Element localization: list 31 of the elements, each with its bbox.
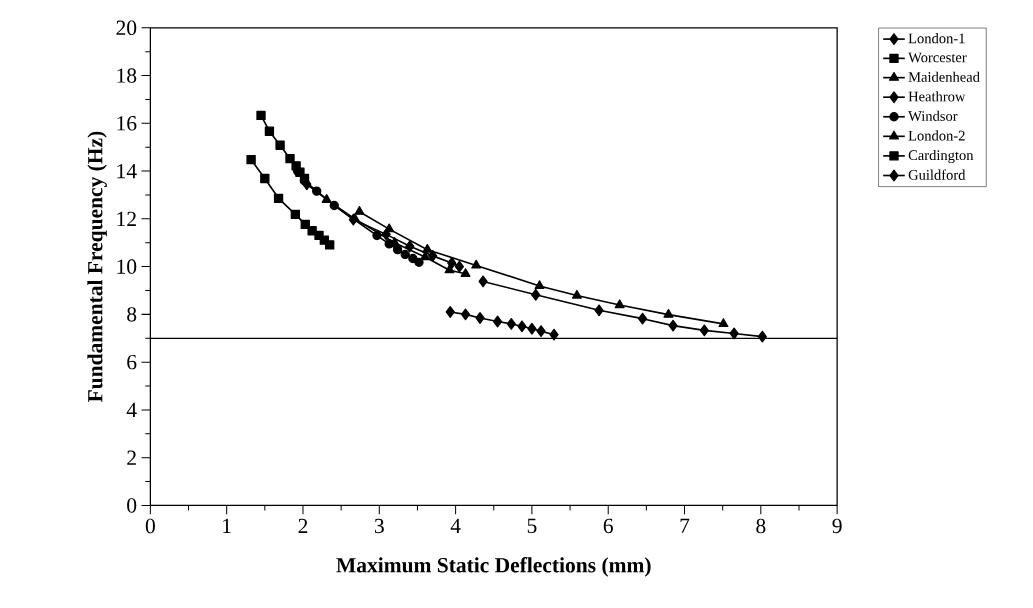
legend-label: Guildford xyxy=(908,169,966,180)
y-axis-title: Fundamental Frequency (Hz) xyxy=(87,131,107,402)
y-tick-label: 14 xyxy=(117,163,137,178)
x-tick-label: 9 xyxy=(832,518,842,533)
x-tick-label: 1 xyxy=(223,518,231,533)
legend-label: Worcester xyxy=(908,52,967,63)
legend-label: Cardington xyxy=(908,149,974,163)
legend-label: Maidenhead xyxy=(908,71,980,82)
y-tick-label: 16 xyxy=(117,115,137,131)
y-tick-label: 8 xyxy=(127,306,137,322)
x-tick-label: 6 xyxy=(603,518,613,533)
x-tick-label: 7 xyxy=(680,518,690,533)
x-tick-label: 4 xyxy=(450,518,461,533)
legend-label: London-2 xyxy=(908,130,965,141)
x-tick-label: 8 xyxy=(756,518,766,534)
legend-label: Windsor xyxy=(908,110,958,121)
legend-label: Heathrow xyxy=(908,91,966,102)
x-axis-title: Maximum Static Deflections (mm) xyxy=(336,556,651,577)
y-tick-label: 10 xyxy=(117,259,137,274)
y-tick-label: 6 xyxy=(127,354,137,370)
y-tick-label: 4 xyxy=(126,402,137,417)
x-tick-label: 5 xyxy=(527,518,537,533)
y-tick-label: 12 xyxy=(117,211,136,226)
y-tick-label: 2 xyxy=(127,450,136,465)
legend-label: London-1 xyxy=(908,32,965,44)
x-tick-label: 0 xyxy=(145,518,155,534)
x-tick-label: 3 xyxy=(374,518,384,533)
y-tick-label: 0 xyxy=(127,497,137,513)
x-tick-label: 2 xyxy=(298,518,308,533)
y-tick-label: 18 xyxy=(117,68,137,83)
y-tick-label: 20 xyxy=(116,20,137,35)
